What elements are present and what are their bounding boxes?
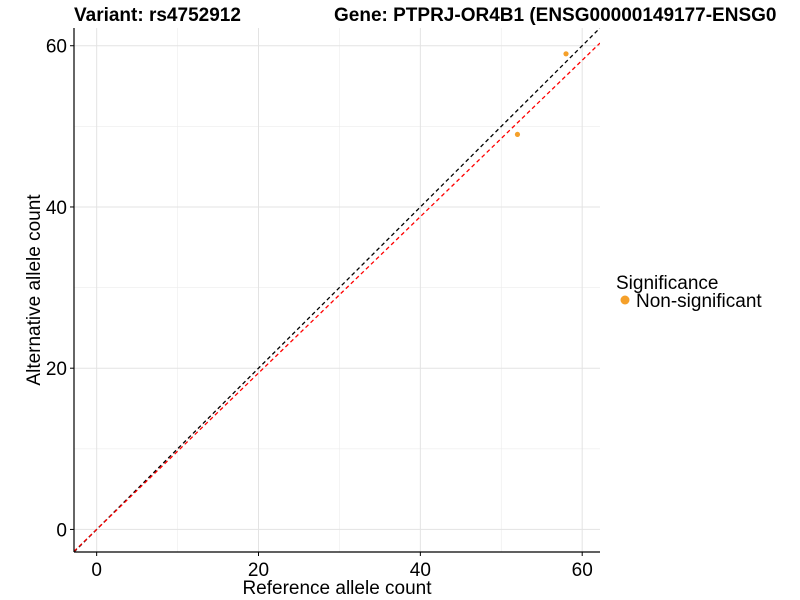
legend: Significance Non-significant [616, 273, 762, 312]
y-tick-label: 20 [46, 359, 67, 380]
chart-title-variant: Variant: rs4752912 [74, 5, 241, 26]
reference-line-red [74, 42, 600, 552]
x-tick-label: 60 [572, 560, 593, 581]
legend-label-non-significant: Non-significant [636, 291, 762, 312]
chart-title-gene: Gene: PTPRJ-OR4B1 (ENSG00000149177-ENSG0 [334, 5, 776, 26]
y-tick-label: 60 [46, 37, 67, 58]
x-tick-label: 20 [248, 560, 269, 581]
data-point [514, 131, 521, 138]
grid-lines [74, 28, 600, 552]
x-tick-label: 0 [91, 560, 102, 581]
x-axis-title: Reference allele count [242, 578, 432, 599]
y-tick-label: 0 [56, 520, 67, 541]
reference-line-black [74, 28, 600, 552]
tick-labels: 0 20 40 60 0 20 40 60 [46, 37, 593, 581]
legend-key-non-significant [620, 295, 630, 305]
legend-title: Significance [616, 273, 718, 294]
x-tick-label: 40 [410, 560, 431, 581]
data-point [563, 51, 569, 57]
y-tick-label: 40 [46, 198, 67, 219]
y-axis-title: Alternative allele count [24, 194, 45, 386]
data-points [514, 51, 569, 138]
reference-lines [74, 28, 600, 552]
axes [70, 28, 600, 556]
